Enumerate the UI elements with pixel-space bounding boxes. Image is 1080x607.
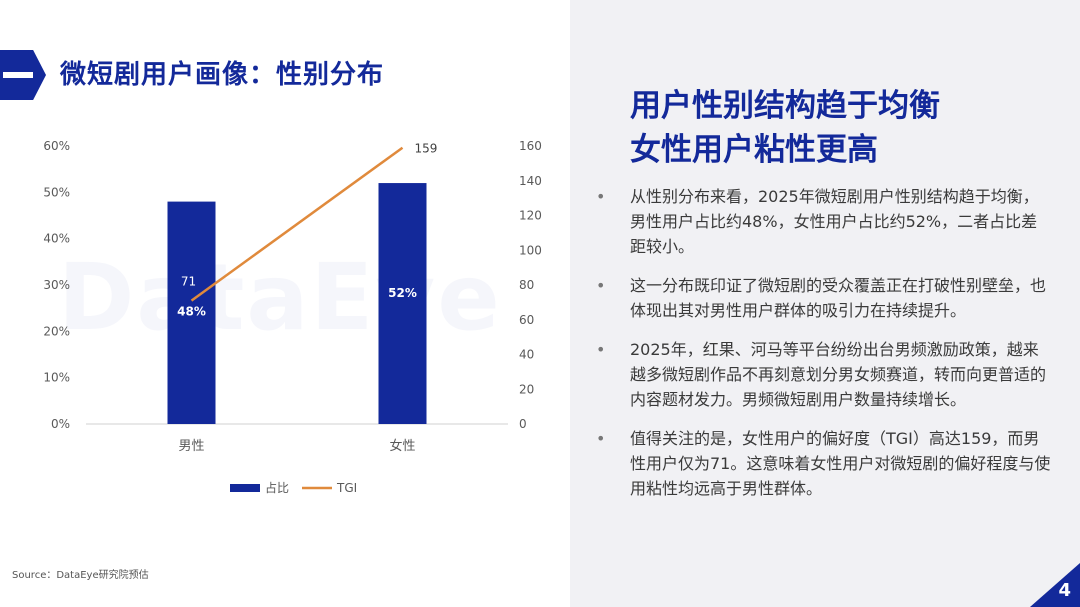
y-left-tick-label: 50% xyxy=(43,185,70,199)
right-panel xyxy=(570,0,1080,607)
bullet-item: • 值得关注的是，女性用户的偏好度（TGI）高达159，而男性用户仅为71。这意… xyxy=(592,426,1052,501)
y-left-tick-label: 10% xyxy=(43,371,70,385)
y-right-tick-label: 20 xyxy=(519,382,534,396)
panel-title: 用户性别结构趋于均衡 女性用户粘性更高 xyxy=(630,84,940,172)
legend-swatch-bar xyxy=(230,484,260,492)
line-data-label: 159 xyxy=(415,142,438,156)
y-left-tick-label: 30% xyxy=(43,278,70,292)
panel-title-line-1: 用户性别结构趋于均衡 xyxy=(630,88,940,124)
chart-svg: 0% 10% 20% 30% 40% 50% 60% 0 20 40 60 80 100 120 140 16… xyxy=(43,139,542,495)
section-number-mark xyxy=(3,72,33,78)
bullet-dot-icon: • xyxy=(596,276,606,295)
legend-label: TGI xyxy=(336,481,357,495)
x-tick-label: 女性 xyxy=(389,438,415,454)
y-right-tick-label: 120 xyxy=(519,209,542,223)
gender-chart: 0% 10% 20% 30% 40% 50% 60% 0 20 40 60 80 100 120 140 16… xyxy=(0,120,570,530)
bullet-list: • 从性别分布来看，2025年微短剧用户性别结构趋于均衡，男性用户占比约48%，… xyxy=(592,184,1052,515)
bullet-text: 从性别分布来看，2025年微短剧用户性别结构趋于均衡，男性用户占比约48%，女性… xyxy=(630,187,1039,256)
bullet-text: 这一分布既印证了微短剧的受众覆盖正在打破性别壁垒，也体现出其对男性用户群体的吸引… xyxy=(630,276,1047,320)
y-right-tick-label: 160 xyxy=(519,139,542,153)
line-data-label: 71 xyxy=(181,275,196,289)
page-title: 微短剧用户画像：性别分布 xyxy=(60,60,385,90)
bullet-dot-icon: • xyxy=(596,429,606,448)
panel-title-line-2: 女性用户粘性更高 xyxy=(630,132,878,168)
y-right-tick-label: 0 xyxy=(519,417,527,431)
x-tick-label: 男性 xyxy=(178,439,204,454)
y-right-tick-label: 60 xyxy=(519,313,534,327)
y-left-tick-label: 60% xyxy=(43,139,70,153)
bar-data-label: 52% xyxy=(388,286,417,300)
page-number: 4 xyxy=(1058,580,1071,601)
y-right-tick-label: 140 xyxy=(519,174,542,188)
bar-2 xyxy=(378,183,427,424)
y-right-tick-label: 40 xyxy=(519,348,534,362)
left-panel xyxy=(0,0,570,607)
bullet-text: 2025年，红果、河马等平台纷纷出台男频激励政策，越来越多微短剧作品不再刻意划分… xyxy=(630,340,1047,409)
bullet-text: 值得关注的是，女性用户的偏好度（TGI）高达159，而男性用户仅为71。这意味着… xyxy=(630,429,1051,498)
y-right-tick-label: 80 xyxy=(519,278,534,292)
y-left-tick-label: 0% xyxy=(51,417,70,431)
tgi-series-line xyxy=(190,146,404,302)
legend-label: 占比 xyxy=(265,480,289,495)
y-left-tick-label: 40% xyxy=(43,232,70,246)
bullet-dot-icon: • xyxy=(596,187,606,206)
bullet-item: • 从性别分布来看，2025年微短剧用户性别结构趋于均衡，男性用户占比约48%，… xyxy=(592,184,1052,259)
y-right-tick-label: 100 xyxy=(519,243,542,257)
bullet-dot-icon: • xyxy=(596,340,606,359)
source-note: Source：DataEye研究院预估 xyxy=(12,570,149,581)
y-left-tick-label: 20% xyxy=(43,324,70,338)
bar-1 xyxy=(167,201,216,424)
bullet-item: • 2025年，红果、河马等平台纷纷出台男频激励政策，越来越多微短剧作品不再刻意… xyxy=(592,337,1052,412)
bullet-item: • 这一分布既印证了微短剧的受众覆盖正在打破性别壁垒，也体现出其对男性用户群体的… xyxy=(592,273,1052,323)
bar-data-label: 48% xyxy=(177,305,206,319)
